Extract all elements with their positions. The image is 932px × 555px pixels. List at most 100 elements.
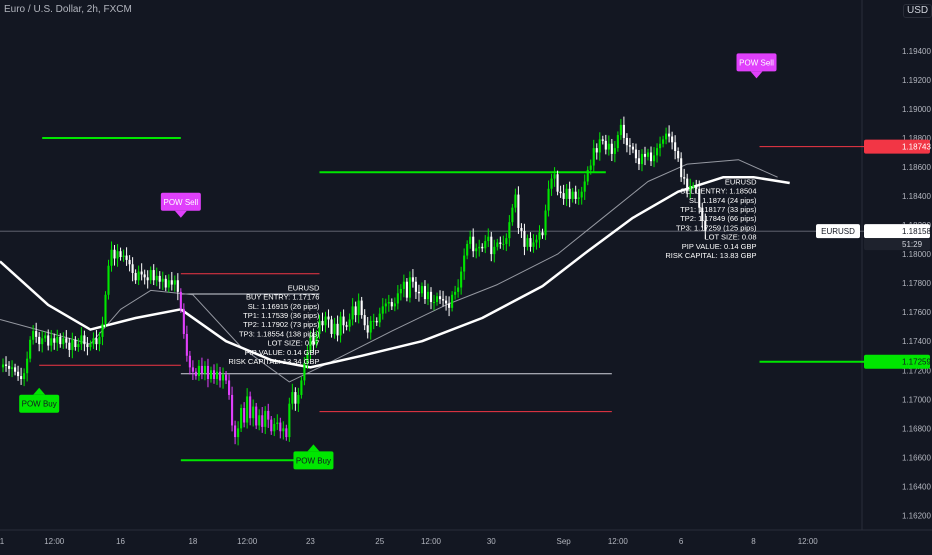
candle-body [604, 140, 607, 150]
candle-body [634, 149, 638, 159]
candle-body [285, 428, 288, 438]
candle-body [176, 280, 179, 292]
candle-body [592, 148, 595, 166]
candle-body [291, 392, 294, 404]
candle-body [312, 335, 315, 345]
candle-body [351, 306, 354, 320]
candle-body [704, 220, 707, 231]
buy-trade-info-line: TP3: 1.18554 (138 pips) [239, 329, 320, 338]
candle-body [107, 265, 110, 295]
candle-body [420, 286, 424, 294]
y-tick-label: 1.18800 [902, 134, 931, 143]
x-tick-label: 12:00 [608, 537, 629, 546]
candle-body [59, 336, 62, 345]
candle-body [234, 425, 237, 438]
candle-body [423, 286, 427, 300]
candle-body [228, 380, 231, 395]
candle-body [309, 335, 312, 353]
candle-body [206, 365, 210, 379]
sell-trade-info-line: RISK CAPITAL: 13.83 GBP [665, 251, 756, 260]
candle-body [65, 338, 68, 343]
candle-body [547, 188, 550, 211]
x-tick-label: 12:00 [421, 537, 442, 546]
currency-badge[interactable]: USD [903, 4, 932, 18]
candle-body [74, 339, 77, 348]
candle-body [686, 178, 689, 191]
buy-trade-info-line: PIP VALUE: 0.14 GBP [245, 348, 320, 357]
countdown-tag [864, 238, 930, 251]
candle-body [689, 185, 692, 191]
candle-body [640, 153, 644, 165]
price-tag-label: 1.18743 [902, 143, 931, 152]
candle-body [577, 197, 580, 199]
candle-body [417, 291, 420, 294]
candle-body [631, 146, 634, 150]
chart-title: Euro / U.S. Dollar, 2h, FXCM [4, 4, 132, 15]
candle-body [77, 344, 80, 348]
price-tag [864, 224, 930, 239]
price-tag-label: 1.18158 [902, 227, 931, 236]
candle-body [170, 280, 173, 285]
candle-body [613, 148, 616, 154]
candle-body [677, 151, 680, 159]
candle-body [342, 316, 345, 326]
sell-arrow [750, 71, 763, 79]
buy-arrow [33, 387, 46, 395]
candle-body [610, 143, 613, 154]
candle-body [155, 275, 158, 281]
buy-trade-info-line: BUY ENTRY: 1.17176 [246, 293, 320, 302]
candle-body [158, 275, 161, 282]
candle-body [330, 319, 333, 334]
candle-body [50, 338, 53, 346]
candle-body [122, 255, 125, 258]
candle-body [336, 323, 339, 336]
sell-trade-info-line: SL: 1.1874 (24 pips) [689, 196, 757, 205]
sell-signal-box [160, 192, 201, 211]
y-tick-label: 1.19000 [902, 105, 931, 114]
candle-body [619, 124, 622, 136]
candle-body [481, 246, 484, 249]
candle-body [568, 188, 571, 199]
candle-body [221, 374, 225, 381]
x-tick-label: 8 [751, 537, 756, 546]
candle-body [182, 309, 185, 334]
candle-body [381, 306, 384, 314]
candle-body [499, 242, 502, 244]
candle-body [541, 232, 544, 236]
y-tick-label: 1.17800 [902, 279, 931, 288]
candle-body [4, 364, 8, 366]
candle-body [523, 230, 526, 247]
candle-body [134, 272, 137, 281]
candle-body [662, 139, 665, 144]
candle-body [264, 410, 267, 427]
candle-body [203, 365, 207, 374]
candle-body [95, 338, 98, 345]
candle-body [258, 415, 261, 426]
candle-body [484, 241, 487, 249]
candle-body [607, 143, 610, 150]
x-tick-label: 23 [306, 537, 315, 546]
x-tick-label: 11 [0, 537, 5, 546]
candle-body [445, 300, 448, 304]
candle-body [387, 302, 390, 304]
candle-body [282, 428, 285, 432]
candle-body [683, 177, 686, 179]
candle-body [550, 178, 553, 189]
candle-body [11, 367, 14, 369]
candle-body [562, 193, 565, 199]
candle-body [303, 363, 306, 381]
candle-body [273, 424, 276, 432]
candle-body [237, 428, 240, 438]
candle-body [692, 185, 695, 187]
candle-body [469, 236, 472, 244]
candle-body [508, 222, 511, 239]
candle-body [53, 338, 56, 343]
candle-body [402, 281, 405, 289]
candle-body [595, 148, 598, 153]
buy-trade-info-line: RISK CAPITAL: 13.34 GBP [228, 357, 319, 366]
candle-body [411, 277, 414, 282]
candle-body [384, 303, 387, 307]
candle-body [161, 278, 164, 282]
